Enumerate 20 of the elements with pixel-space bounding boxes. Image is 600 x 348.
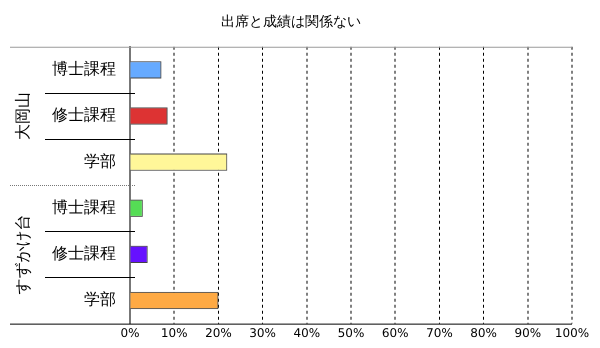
x-tick-label: 40% bbox=[293, 326, 320, 340]
x-tick-label: 70% bbox=[426, 326, 453, 340]
x-tick-label: 80% bbox=[470, 326, 497, 340]
x-tick-label: 90% bbox=[514, 326, 542, 340]
text: 大岡山 bbox=[13, 92, 32, 140]
x-tick-label: 50% bbox=[338, 326, 364, 340]
x-tick-label: 30% bbox=[249, 326, 276, 340]
text: すずかけ台 bbox=[13, 214, 32, 294]
y-tick-label: 学部 bbox=[84, 151, 116, 170]
y-tick-label: 修士課程 bbox=[52, 105, 116, 124]
y-tick-label: 学部 bbox=[84, 290, 116, 309]
x-tick-label: 100% bbox=[554, 326, 590, 340]
x-tick-label: 60% bbox=[382, 326, 409, 340]
x-tick-label: 20% bbox=[205, 326, 232, 340]
y-tick-label: 修士課程 bbox=[52, 244, 116, 263]
x-tick-label: 10% bbox=[160, 326, 188, 340]
y-tick-label: 博士課程 bbox=[52, 59, 116, 78]
chart-title: 出席と成績は関係ない bbox=[221, 14, 361, 30]
y-tick-label: 博士課程 bbox=[52, 197, 116, 216]
x-tick-label: 0% bbox=[120, 326, 140, 340]
